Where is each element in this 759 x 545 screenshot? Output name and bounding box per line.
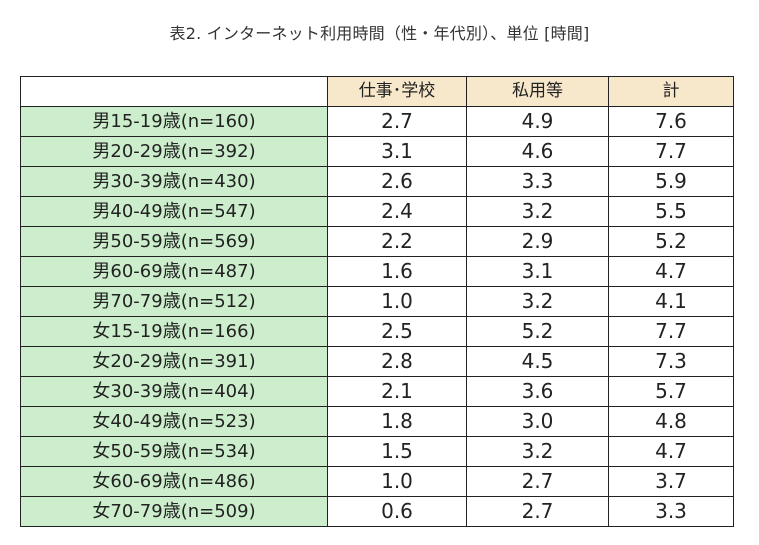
- row-label: 男60-69歳(n=487): [20, 256, 328, 287]
- table-row: 男70-79歳(n=512) 1.0 3.2 4.1: [20, 286, 734, 317]
- work-school-value: 2.6: [327, 166, 467, 197]
- private-value: 3.6: [466, 376, 609, 407]
- private-value: 4.5: [466, 346, 609, 377]
- row-label: 男20-29歳(n=392): [20, 136, 328, 167]
- total-value: 3.7: [608, 466, 734, 497]
- row-label: 女15-19歳(n=166): [20, 316, 328, 347]
- table-row: 女50-59歳(n=534) 1.5 3.2 4.7: [20, 436, 734, 467]
- row-label: 男15-19歳(n=160): [20, 106, 328, 137]
- table-row: 女30-39歳(n=404) 2.1 3.6 5.7: [20, 376, 734, 407]
- table-row: 男30-39歳(n=430) 2.6 3.3 5.9: [20, 166, 734, 197]
- work-school-value: 2.2: [327, 226, 467, 257]
- header-work-school: 仕事･学校: [327, 76, 467, 107]
- work-school-value: 2.5: [327, 316, 467, 347]
- total-value: 5.9: [608, 166, 734, 197]
- table-row: 男50-59歳(n=569) 2.2 2.9 5.2: [20, 226, 734, 257]
- private-value: 3.2: [466, 286, 609, 317]
- header-row: 仕事･学校 私用等 計: [20, 76, 734, 107]
- header-corner: [20, 76, 328, 107]
- header-total: 計: [608, 76, 734, 107]
- header-private: 私用等: [466, 76, 609, 107]
- total-value: 4.7: [608, 256, 734, 287]
- total-value: 4.8: [608, 406, 734, 437]
- private-value: 3.2: [466, 196, 609, 227]
- total-value: 4.7: [608, 436, 734, 467]
- table-row: 男60-69歳(n=487) 1.6 3.1 4.7: [20, 256, 734, 287]
- total-value: 5.5: [608, 196, 734, 227]
- table-row: 女70-79歳(n=509) 0.6 2.7 3.3: [20, 496, 734, 527]
- table-row: 女20-29歳(n=391) 2.8 4.5 7.3: [20, 346, 734, 377]
- row-label: 女50-59歳(n=534): [20, 436, 328, 467]
- table-row: 男15-19歳(n=160) 2.7 4.9 7.6: [20, 106, 734, 137]
- work-school-value: 0.6: [327, 496, 467, 527]
- private-value: 2.7: [466, 496, 609, 527]
- work-school-value: 2.1: [327, 376, 467, 407]
- private-value: 5.2: [466, 316, 609, 347]
- total-value: 7.3: [608, 346, 734, 377]
- table-row: 女40-49歳(n=523) 1.8 3.0 4.8: [20, 406, 734, 437]
- internet-usage-table: 仕事･学校 私用等 計 男15-19歳(n=160) 2.7 4.9 7.6 男20-…: [20, 76, 734, 527]
- row-label: 女70-79歳(n=509): [20, 496, 328, 527]
- private-value: 3.1: [466, 256, 609, 287]
- private-value: 4.9: [466, 106, 609, 137]
- row-label: 男30-39歳(n=430): [20, 166, 328, 197]
- row-label: 女20-29歳(n=391): [20, 346, 328, 377]
- work-school-value: 1.5: [327, 436, 467, 467]
- work-school-value: 3.1: [327, 136, 467, 167]
- private-value: 3.0: [466, 406, 609, 437]
- row-label: 男50-59歳(n=569): [20, 226, 328, 257]
- table-row: 女15-19歳(n=166) 2.5 5.2 7.7: [20, 316, 734, 347]
- row-label: 男40-49歳(n=547): [20, 196, 328, 227]
- row-label: 女40-49歳(n=523): [20, 406, 328, 437]
- total-value: 3.3: [608, 496, 734, 527]
- total-value: 5.2: [608, 226, 734, 257]
- private-value: 4.6: [466, 136, 609, 167]
- work-school-value: 2.8: [327, 346, 467, 377]
- private-value: 3.3: [466, 166, 609, 197]
- row-label: 男70-79歳(n=512): [20, 286, 328, 317]
- table-row: 女60-69歳(n=486) 1.0 2.7 3.7: [20, 466, 734, 497]
- total-value: 4.1: [608, 286, 734, 317]
- total-value: 7.7: [608, 136, 734, 167]
- work-school-value: 1.0: [327, 286, 467, 317]
- work-school-value: 1.8: [327, 406, 467, 437]
- private-value: 2.7: [466, 466, 609, 497]
- private-value: 2.9: [466, 226, 609, 257]
- work-school-value: 2.7: [327, 106, 467, 137]
- table-title: 表2. インターネット利用時間（性・年代別）、単位 [時間]: [169, 24, 590, 43]
- total-value: 7.6: [608, 106, 734, 137]
- private-value: 3.2: [466, 436, 609, 467]
- row-label: 女30-39歳(n=404): [20, 376, 328, 407]
- work-school-value: 1.6: [327, 256, 467, 287]
- work-school-value: 1.0: [327, 466, 467, 497]
- table-row: 男40-49歳(n=547) 2.4 3.2 5.5: [20, 196, 734, 227]
- table-row: 男20-29歳(n=392) 3.1 4.6 7.7: [20, 136, 734, 167]
- total-value: 5.7: [608, 376, 734, 407]
- total-value: 7.7: [608, 316, 734, 347]
- work-school-value: 2.4: [327, 196, 467, 227]
- row-label: 女60-69歳(n=486): [20, 466, 328, 497]
